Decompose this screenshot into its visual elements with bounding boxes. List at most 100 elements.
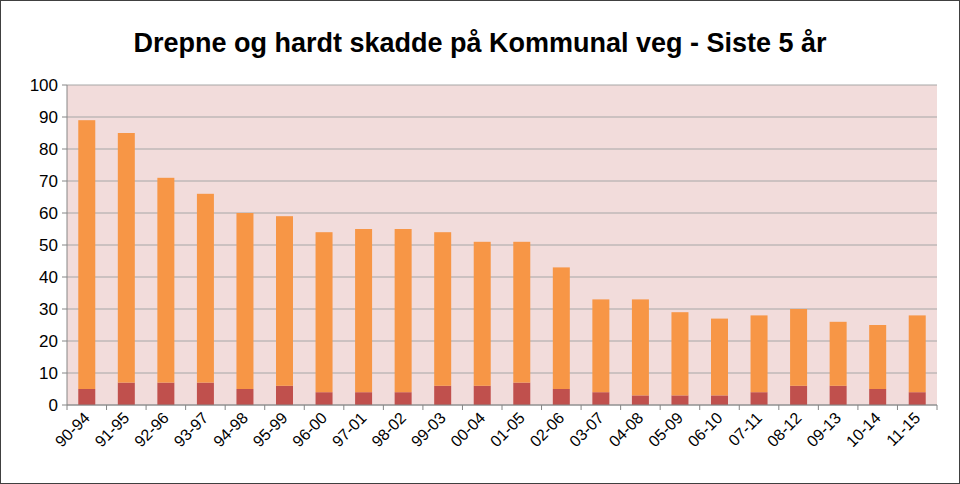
bar-segment xyxy=(711,395,728,405)
x-tick-label: 02-06 xyxy=(526,409,567,450)
x-tick-mark xyxy=(422,405,423,410)
bar-segment xyxy=(751,315,768,392)
grid-line xyxy=(67,117,937,118)
y-tick-label: 50 xyxy=(39,236,58,255)
tick-mark xyxy=(62,309,67,310)
bar-segment xyxy=(434,386,451,405)
chart: Drepne og hardt skadde på Kommunal veg -… xyxy=(0,0,960,484)
bar-segment xyxy=(118,383,135,405)
tick-mark xyxy=(62,341,67,342)
x-tick-label: 09-13 xyxy=(803,409,844,450)
x-tick-label: 95-99 xyxy=(250,409,291,450)
bar-segment xyxy=(395,229,412,392)
bar-segment xyxy=(355,229,372,392)
bar-segment xyxy=(751,392,768,405)
grid-line xyxy=(67,181,937,182)
bar-segment xyxy=(632,395,649,405)
bars xyxy=(78,120,925,405)
x-tick-mark xyxy=(778,405,779,410)
bar-segment xyxy=(78,120,95,389)
x-tick-label: 99-03 xyxy=(408,409,449,450)
y-tick-label: 0 xyxy=(49,396,58,415)
title: Drepne og hardt skadde på Kommunal veg -… xyxy=(133,28,827,58)
bar-segment xyxy=(830,322,847,386)
x-tick-mark xyxy=(541,405,542,410)
grid-line xyxy=(67,149,937,150)
x-tick-label: 05-09 xyxy=(645,409,686,450)
x-tick-label: 01-05 xyxy=(487,409,528,450)
x-tick-label: 00-04 xyxy=(447,409,488,450)
y-axis xyxy=(67,85,68,405)
tick-mark xyxy=(62,277,67,278)
x-tick-label: 92-96 xyxy=(131,409,172,450)
bar-segment xyxy=(157,383,174,405)
bar-segment xyxy=(553,389,570,405)
bar-segment xyxy=(236,213,253,389)
x-tick-label: 97-01 xyxy=(329,409,370,450)
bar-segment xyxy=(632,299,649,395)
x-tick-label: 06-10 xyxy=(685,409,726,450)
x-tick-mark xyxy=(462,405,463,410)
x-tick-label: 11-15 xyxy=(883,409,923,449)
y-tick-label: 20 xyxy=(39,332,58,351)
x-tick-mark xyxy=(343,405,344,410)
bar-segment xyxy=(869,325,886,389)
x-tick-label: 90-94 xyxy=(52,409,93,450)
tick-mark xyxy=(62,181,67,182)
tick-mark xyxy=(62,85,67,86)
bar-segment xyxy=(276,386,293,405)
bar-segment xyxy=(909,315,926,392)
y-tick-label: 70 xyxy=(39,172,58,191)
bar-segment xyxy=(671,395,688,405)
bar-segment xyxy=(316,392,333,405)
grid-line xyxy=(67,85,937,86)
x-tick-label: 93-97 xyxy=(171,409,212,450)
bar-segment xyxy=(869,389,886,405)
x-tick-label: 98-02 xyxy=(368,409,409,450)
x-tick-mark xyxy=(264,405,265,410)
x-tick-mark xyxy=(225,405,226,410)
bar-segment xyxy=(276,216,293,386)
bar-segment xyxy=(513,383,530,405)
tick-mark xyxy=(62,245,67,246)
x-tick-label: 10-14 xyxy=(843,409,884,450)
x-tick-mark xyxy=(185,405,186,410)
chart-frame xyxy=(1,1,960,484)
x-tick-label: 91-95 xyxy=(91,409,132,450)
tick-mark xyxy=(62,149,67,150)
x-tick-mark xyxy=(383,405,384,410)
x-tick-mark xyxy=(67,405,68,410)
bar-segment xyxy=(592,299,609,392)
y-tick-label: 80 xyxy=(39,140,58,159)
bar-segment xyxy=(355,392,372,405)
y-tick-label: 30 xyxy=(39,300,58,319)
x-tick-mark xyxy=(620,405,621,410)
x-tick-mark xyxy=(660,405,661,410)
y-tick-label: 90 xyxy=(39,108,58,127)
bar-segment xyxy=(909,392,926,405)
bar-segment xyxy=(197,383,214,405)
bar-segment xyxy=(316,232,333,392)
x-tick-label: 94-98 xyxy=(210,409,251,450)
bar-segment xyxy=(711,319,728,396)
bar-segment xyxy=(553,267,570,389)
x-tick-label: 07-11 xyxy=(725,409,765,449)
x-tick-label: 03-07 xyxy=(566,409,607,450)
x-axis xyxy=(67,405,937,406)
x-tick-mark xyxy=(937,405,938,410)
bar-segment xyxy=(592,392,609,405)
x-tick-label: 08-12 xyxy=(764,409,805,450)
x-tick-mark xyxy=(106,405,107,410)
x-tick-mark xyxy=(699,405,700,410)
x-tick-label: 96-00 xyxy=(289,409,330,450)
y-tick-label: 40 xyxy=(39,268,58,287)
y-tick-label: 10 xyxy=(39,364,58,383)
bar-segment xyxy=(118,133,135,383)
bar-segment xyxy=(157,178,174,383)
bar-segment xyxy=(236,389,253,405)
x-tick-mark xyxy=(818,405,819,410)
x-tick-mark xyxy=(304,405,305,410)
y-tick-label: 60 xyxy=(39,204,58,223)
x-tick-mark xyxy=(739,405,740,410)
bar-segment xyxy=(790,386,807,405)
